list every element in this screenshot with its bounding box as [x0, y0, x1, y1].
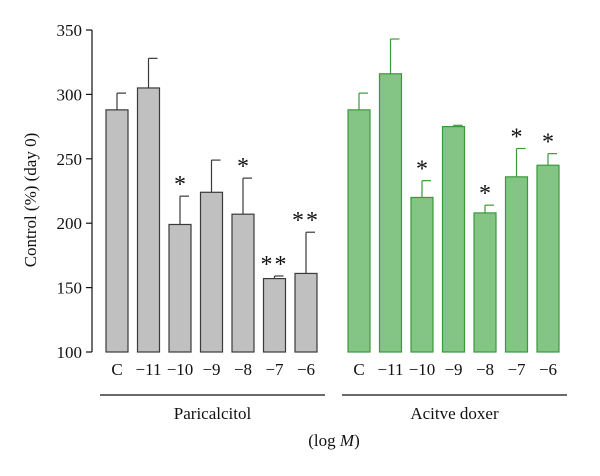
bars: ********* *	[105, 38, 560, 353]
bar	[378, 73, 403, 353]
bar	[199, 191, 224, 353]
bar	[473, 212, 497, 353]
x-axis-title-suffix: )	[354, 431, 360, 450]
x-tick-label: −9	[202, 360, 220, 379]
x-axis-title: (log M)	[308, 431, 359, 450]
x-axis-title-unit: M	[339, 431, 355, 450]
x-tick-label: −8	[234, 360, 252, 379]
x-tick-label: −6	[297, 360, 315, 379]
x-tick-label: −11	[378, 360, 404, 379]
x-tick-label: −6	[539, 360, 557, 379]
x-tick-label: −10	[409, 360, 436, 379]
y-axis-title: Control (%) (day 0)	[21, 133, 40, 268]
significance-marker: *	[479, 181, 491, 207]
y-tick-label: 200	[57, 214, 83, 233]
y-tick-label: 300	[57, 85, 83, 104]
y-axis: 100 150 200 250 300 350	[57, 21, 93, 362]
bar	[231, 213, 255, 353]
y-tick-label: 100	[57, 343, 83, 362]
x-tick-label: −10	[167, 360, 194, 379]
significance-marker: *	[416, 157, 428, 183]
bar	[105, 109, 129, 353]
x-tick-label: C	[353, 360, 364, 379]
bar	[262, 277, 287, 353]
bar	[168, 223, 192, 353]
x-tick-label: −8	[476, 360, 494, 379]
y-tick-label: 250	[57, 150, 83, 169]
x-tick-label: −11	[136, 360, 162, 379]
group-label: Paricalcitol	[174, 404, 252, 423]
bar	[441, 125, 466, 353]
x-tick-label: −9	[444, 360, 462, 379]
category-labels: C −11 −10 −9 −8 −7 −6 C −11 −10 −9 −8 −7 −6	[111, 360, 557, 379]
x-axis-title-prefix: (log	[308, 431, 340, 450]
bar	[410, 196, 434, 353]
bar	[504, 176, 529, 353]
group-label: Acitve doxer	[410, 404, 499, 423]
bar	[536, 164, 560, 353]
y-tick-label: 150	[57, 279, 83, 298]
bar	[294, 272, 318, 353]
significance-marker: *	[542, 130, 554, 156]
x-tick-label: C	[111, 360, 122, 379]
x-tick-label: −7	[265, 360, 284, 379]
significance-marker: **	[261, 252, 289, 278]
significance-marker: **	[292, 208, 320, 234]
significance-marker: *	[511, 124, 523, 150]
x-tick-label: −7	[507, 360, 526, 379]
significance-marker: *	[174, 172, 186, 198]
bar	[136, 87, 161, 353]
bar	[347, 109, 371, 353]
y-tick-label: 350	[57, 21, 83, 40]
significance-marker: *	[237, 154, 249, 180]
group-labels: Paricalcitol Acitve doxer	[100, 394, 567, 423]
